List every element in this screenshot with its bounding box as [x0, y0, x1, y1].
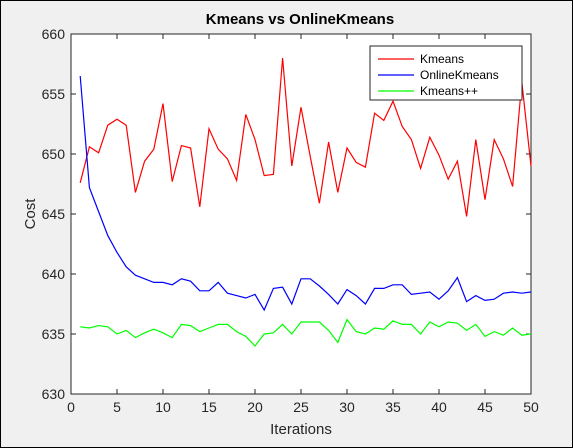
x-tick-label: 25: [293, 399, 309, 415]
y-axis-label: Cost: [22, 198, 39, 230]
x-tick-label: 35: [385, 399, 401, 415]
x-tick-label: 30: [339, 399, 355, 415]
x-tick-label: 5: [113, 399, 121, 415]
x-tick-label: 50: [523, 399, 539, 415]
series-line-kmeansplusplus: [80, 318, 532, 347]
legend-label-kmeansplusplus: Kmeans++: [420, 84, 478, 98]
y-tick-label: 630: [42, 386, 66, 402]
y-tick-label: 650: [42, 146, 66, 162]
series-lines: [79, 57, 532, 347]
x-tick-label: 20: [247, 399, 263, 415]
legend-label-kmeans: Kmeans: [420, 52, 464, 66]
axes: 0 5 10 15 20 25 30 35 40 45 50 630 635 640 645 650 655 66…: [42, 26, 539, 415]
x-axis-label: Iterations: [270, 421, 332, 438]
y-tick-label: 635: [42, 326, 66, 342]
x-tick-label: 15: [201, 399, 217, 415]
y-tick-label: 640: [42, 266, 66, 282]
series-line-kmeans: [79, 57, 532, 217]
chart-title: Kmeans vs OnlineKmeans: [206, 11, 394, 28]
y-tick-label: 655: [42, 86, 66, 102]
x-tick-label: 0: [67, 399, 75, 415]
x-tick-label: 45: [477, 399, 493, 415]
legend-label-onlinekmeans: OnlineKmeans: [420, 68, 499, 82]
y-tick-label: 645: [42, 206, 66, 222]
legend: Kmeans OnlineKmeans Kmeans++: [369, 45, 523, 101]
x-tick-label: 40: [431, 399, 447, 415]
x-tick-label: 10: [155, 399, 171, 415]
series-line-onlinekmeans: [79, 75, 532, 312]
y-tick-label: 660: [42, 26, 66, 42]
